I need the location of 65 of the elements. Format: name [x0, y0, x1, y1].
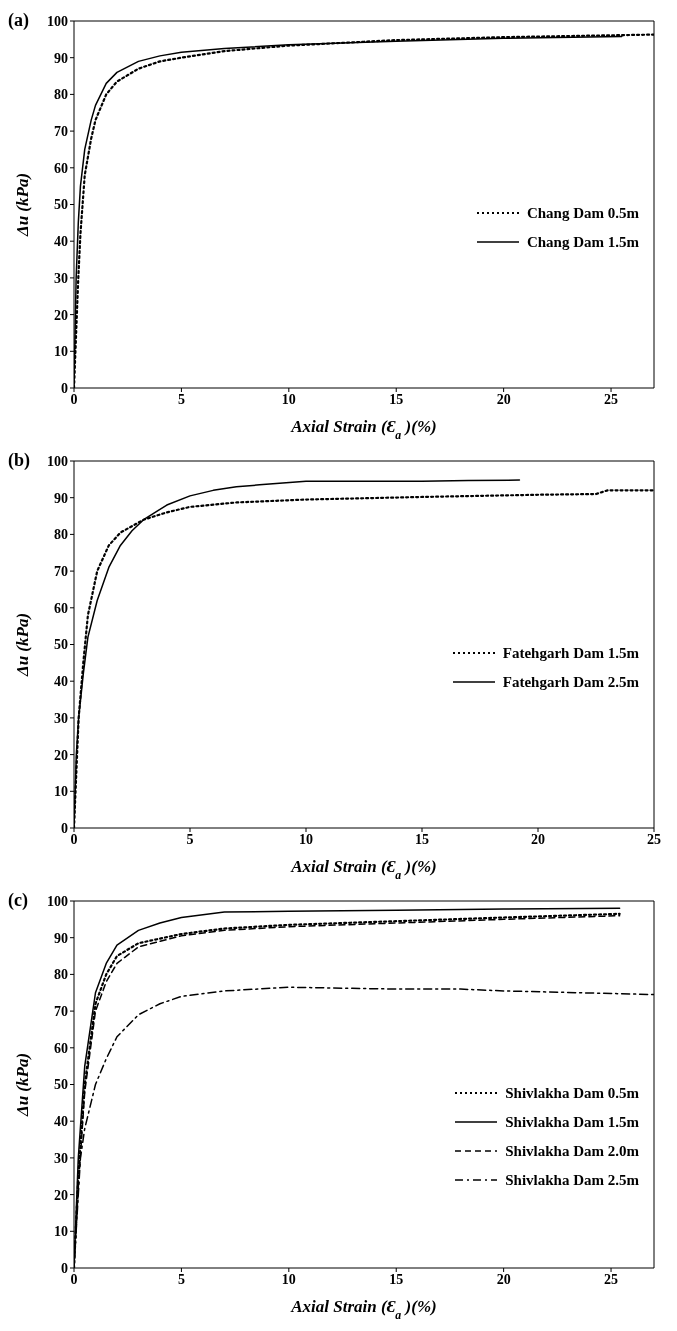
- y-tick-label: 100: [47, 893, 68, 909]
- y-axis-title: Δu (kPa): [12, 612, 32, 678]
- legend-label: Shivlakha Dam 1.5m: [505, 1113, 639, 1131]
- legend-label: Shivlakha Dam 0.5m: [505, 1084, 639, 1102]
- legend-label: Fatehgarh Dam 1.5m: [502, 644, 639, 662]
- y-tick-label: 70: [54, 1004, 68, 1020]
- x-tick-label: 25: [604, 1271, 619, 1287]
- y-tick-label: 90: [54, 930, 68, 946]
- legend-label: Fatehgarh Dam 2.5m: [502, 673, 639, 691]
- y-tick-label: 10: [54, 1224, 68, 1240]
- y-tick-label: 50: [54, 1077, 68, 1093]
- y-tick-label: 100: [47, 453, 68, 469]
- y-tick-label: 70: [54, 564, 68, 580]
- x-tick-label: 20: [496, 1271, 511, 1287]
- y-tick-label: 60: [54, 1040, 68, 1056]
- y-tick-label: 50: [54, 197, 68, 213]
- y-tick-label: 0: [61, 820, 68, 836]
- x-tick-label: 20: [496, 391, 511, 407]
- y-tick-label: 20: [54, 747, 68, 763]
- y-tick-label: 60: [54, 600, 68, 616]
- x-tick-label: 10: [281, 1271, 296, 1287]
- y-tick-label: 0: [61, 1260, 68, 1276]
- chart-title: (b): [8, 450, 30, 471]
- y-tick-label: 90: [54, 490, 68, 506]
- y-tick-label: 30: [54, 270, 68, 286]
- y-tick-label: 30: [54, 1150, 68, 1166]
- chart-title: (a): [8, 10, 29, 31]
- legend-label: Shivlakha Dam 2.5m: [505, 1171, 639, 1189]
- y-tick-label: 20: [54, 307, 68, 323]
- legend-label: Chang Dam 0.5m: [526, 204, 639, 222]
- y-tick-label: 20: [54, 1187, 68, 1203]
- y-tick-label: 40: [54, 674, 68, 690]
- y-tick-label: 70: [54, 124, 68, 140]
- y-axis-title: Δu (kPa): [12, 172, 32, 238]
- x-tick-label: 5: [177, 1271, 185, 1287]
- x-axis-title: Axial Strain (Ɛ$_{a}$)(%): [290, 417, 437, 442]
- x-tick-label: 5: [186, 831, 194, 847]
- x-tick-label: 15: [389, 391, 404, 407]
- legend-label: Chang Dam 1.5m: [526, 233, 639, 251]
- x-tick-label: 25: [604, 391, 619, 407]
- y-tick-label: 90: [54, 50, 68, 66]
- y-tick-label: 40: [54, 234, 68, 250]
- y-tick-label: 100: [47, 13, 68, 29]
- x-tick-label: 20: [531, 831, 545, 847]
- x-axis-title: Axial Strain (Ɛ$_{a}$)(%): [290, 857, 437, 882]
- y-tick-label: 50: [54, 637, 68, 653]
- x-tick-label: 10: [281, 391, 296, 407]
- x-tick-label: 15: [389, 1271, 404, 1287]
- y-tick-label: 80: [54, 87, 68, 103]
- y-tick-label: 60: [54, 160, 68, 176]
- x-tick-label: 25: [647, 831, 661, 847]
- legend-label: Shivlakha Dam 2.0m: [505, 1142, 639, 1160]
- y-tick-label: 0: [61, 380, 68, 396]
- y-tick-label: 40: [54, 1114, 68, 1130]
- x-tick-label: 5: [177, 391, 185, 407]
- x-tick-label: 10: [299, 831, 313, 847]
- x-axis-title: Axial Strain (Ɛ$_{a}$)(%): [290, 1297, 437, 1322]
- y-tick-label: 80: [54, 527, 68, 543]
- y-tick-label: 10: [54, 784, 68, 800]
- x-tick-label: 15: [415, 831, 429, 847]
- y-tick-label: 30: [54, 710, 68, 726]
- y-tick-label: 10: [54, 344, 68, 360]
- chart-title: (c): [8, 890, 28, 911]
- y-tick-label: 80: [54, 967, 68, 983]
- y-axis-title: Δu (kPa): [12, 1052, 32, 1118]
